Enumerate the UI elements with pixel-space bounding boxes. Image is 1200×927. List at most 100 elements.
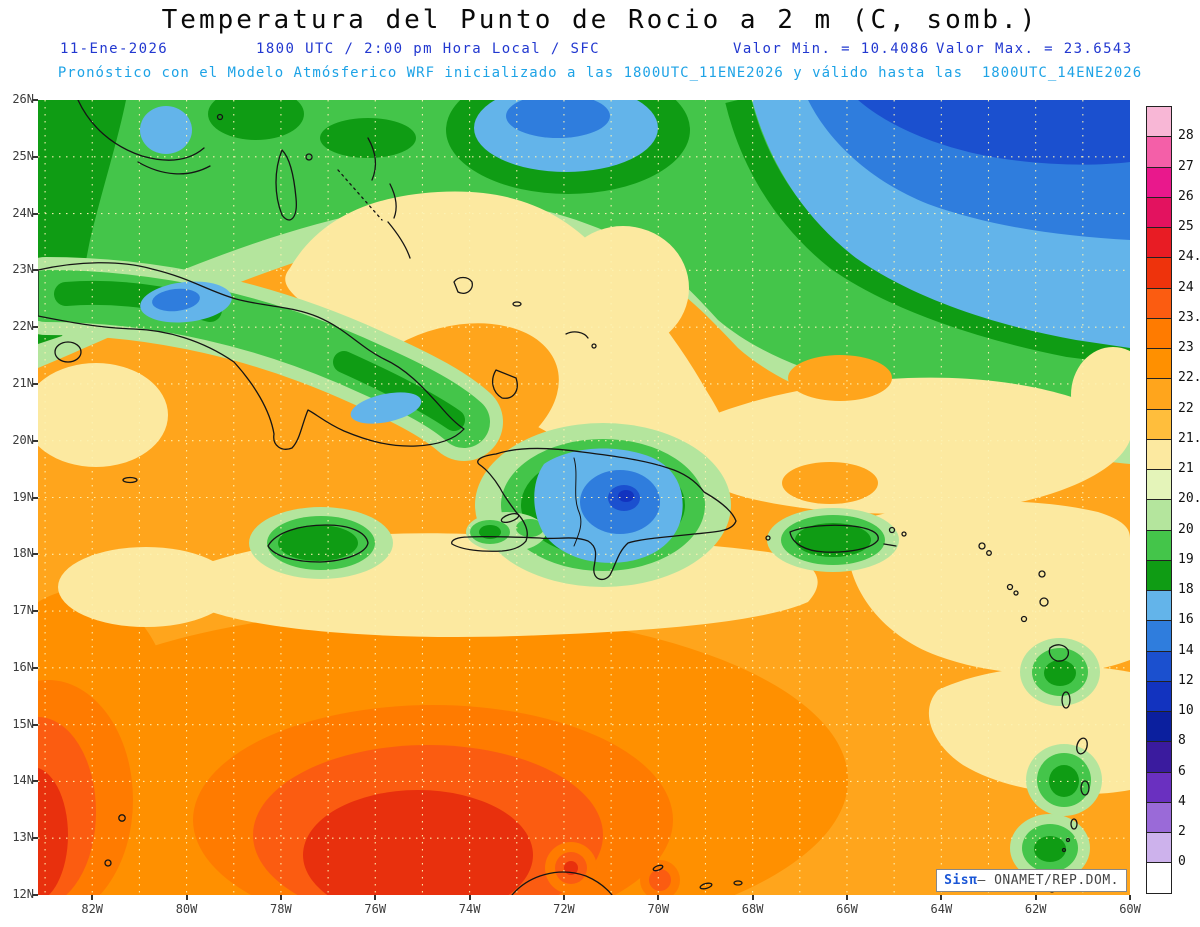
lon-tick <box>374 895 377 900</box>
watermark: Sisπ – ONAMET/REP.DOM. <box>936 869 1127 892</box>
lat-label: 24N <box>12 205 34 220</box>
colorbar-label: 8 <box>1178 733 1186 749</box>
colorbar-label: 4 <box>1178 793 1186 809</box>
florida-keys <box>137 161 211 175</box>
colorbar-cell <box>1146 438 1172 470</box>
lon-label: 78W <box>270 902 292 916</box>
colorbar-cell <box>1146 680 1172 712</box>
isla-juventud <box>54 341 82 363</box>
colorbar-label: 21 <box>1178 461 1194 476</box>
lat-label: 13N <box>12 830 34 845</box>
cayman-islands <box>122 476 138 484</box>
lon-tick <box>846 895 848 900</box>
colorbar-cell <box>1146 559 1172 591</box>
lon-label: 66W <box>836 902 858 916</box>
lat-label: 14N <box>12 773 34 788</box>
lon-label: 80W <box>175 902 198 916</box>
cuba-coastline <box>38 262 465 450</box>
lat-label: 22N <box>12 319 34 334</box>
lat-tick <box>33 382 38 385</box>
lon-tick <box>279 895 282 900</box>
colorbar-label: 16 <box>1178 612 1194 628</box>
colorbar-label: 25 <box>1178 219 1194 234</box>
colorbar-label: 28 <box>1178 128 1194 144</box>
lon-tick <box>940 895 943 900</box>
mona-island <box>765 535 771 541</box>
lat-label: 21N <box>12 375 34 390</box>
colorbar-cell <box>1146 469 1172 501</box>
colorbar-label: 12 <box>1178 672 1194 688</box>
colorbar-label: 19 <box>1178 551 1194 567</box>
colorbar-label: 10 <box>1178 703 1194 718</box>
lon-tick <box>185 895 188 900</box>
puerto-rico-coastline <box>789 524 879 553</box>
lat-label: 18N <box>12 546 34 561</box>
lon-tick <box>562 895 565 900</box>
lon-tick <box>657 895 660 900</box>
colorbar-label: 24 <box>1178 279 1194 295</box>
haiti-dr-border <box>573 457 582 547</box>
colorbar-cell <box>1146 378 1172 410</box>
lon-label: 72W <box>553 902 575 916</box>
lon-tick <box>751 895 754 900</box>
lon-label: 60W <box>1119 902 1141 916</box>
lat-tick <box>33 99 38 101</box>
lon-label: 76W <box>364 902 387 916</box>
colorbar-cell <box>1146 348 1172 380</box>
florida-coastline <box>77 100 205 161</box>
hispaniola-coastline <box>451 447 737 581</box>
lat-label: 12N <box>12 887 34 901</box>
colorbar-cell <box>1146 862 1172 894</box>
colorbar-label: 22 <box>1178 400 1194 416</box>
colorbar-cell <box>1146 136 1172 168</box>
lon-label: 74W <box>458 902 481 916</box>
san-andres-providencia <box>104 814 126 867</box>
lat-tick <box>33 780 38 783</box>
lon-label: 64W <box>930 902 953 916</box>
vieques <box>883 543 897 547</box>
lat-label: 15N <box>12 716 34 731</box>
lat-tick <box>33 723 38 726</box>
lat-tick <box>33 837 38 840</box>
colorbar-cell <box>1146 408 1172 440</box>
valid-time: 1800 UTC / 2:00 pm Hora Local / SFC <box>256 41 601 57</box>
colorbar-label: 24.5 <box>1178 249 1200 265</box>
colorbar-cell <box>1146 711 1172 743</box>
gonave-island <box>500 513 520 523</box>
value-min-label: Valor Min. = 10.4086 <box>733 41 930 57</box>
guajira-coastline <box>511 871 613 895</box>
colorbar-cell <box>1146 741 1172 773</box>
colorbar-cell <box>1146 257 1172 289</box>
colorbar-label: 6 <box>1178 763 1186 779</box>
page-title: Temperatura del Punto de Rocio a 2 m (C,… <box>161 5 1039 35</box>
dewpoint-field-map <box>38 100 1130 895</box>
colorbar-cell <box>1146 499 1172 531</box>
abc-islands <box>652 864 743 890</box>
lat-tick <box>33 155 38 158</box>
lon-tick <box>468 895 471 900</box>
jamaica-coastline <box>267 524 369 563</box>
colorbar-label: 0 <box>1178 854 1186 870</box>
colorbar-cell <box>1146 196 1172 228</box>
lat-label: 26N <box>12 92 34 106</box>
lat-label: 16N <box>12 659 34 674</box>
graticule-grid <box>38 100 1130 895</box>
colorbar-label: 14 <box>1178 642 1194 658</box>
colorbar-cell <box>1146 620 1172 652</box>
lat-label: 25N <box>12 148 34 163</box>
colorbar-cell <box>1146 529 1172 561</box>
colorbar-cell <box>1146 832 1172 864</box>
map-area: Sisπ – ONAMET/REP.DOM. <box>38 100 1130 895</box>
watermark-brand: Sisπ <box>944 873 978 888</box>
lat-label: 17N <box>12 603 34 618</box>
colorbar-label: 18 <box>1178 582 1194 597</box>
value-max-label: Valor Max. = 23.6543 <box>936 41 1133 57</box>
colorbar-label: 26 <box>1178 188 1194 204</box>
colorbar-label: 22.5 <box>1178 370 1200 386</box>
colorbar-cell <box>1146 106 1172 138</box>
forecast-date: 11-Ene-2026 <box>60 41 169 57</box>
lat-tick <box>33 212 38 215</box>
colorbar-label: 21.5 <box>1178 430 1200 446</box>
coastlines <box>38 100 1090 895</box>
colorbar-cell <box>1146 650 1172 682</box>
